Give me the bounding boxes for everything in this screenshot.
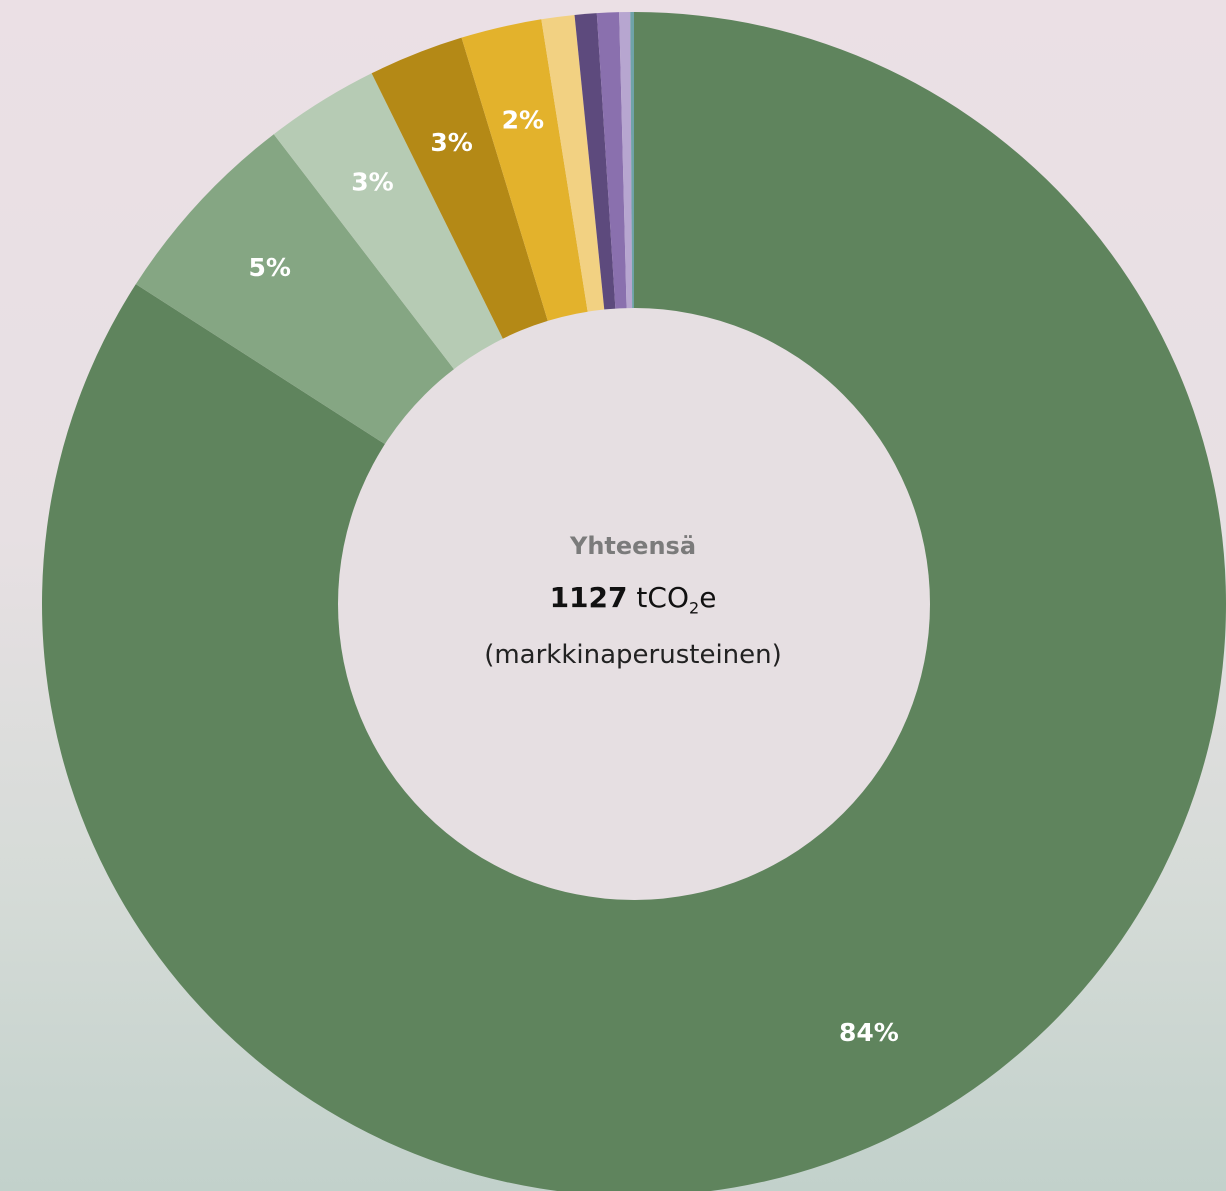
unit-suffix: e xyxy=(699,581,717,614)
total-unit: tCO2e xyxy=(636,581,717,618)
slice-label: 3% xyxy=(351,168,393,197)
donut-hole xyxy=(338,308,930,900)
total-value: 1127 xyxy=(549,581,628,614)
unit-subscript: 2 xyxy=(689,598,700,618)
donut-center: Yhteensä 1127 tCO2e (markkinaperusteinen… xyxy=(433,520,833,675)
slice-label-group: 84% 5% 3% 3% 2% xyxy=(248,106,898,1047)
slice-label: 3% xyxy=(430,128,472,157)
center-total: 1127 tCO2e xyxy=(433,572,833,635)
center-note: (markkinaperusteinen) xyxy=(484,639,782,670)
unit-prefix: tCO xyxy=(636,581,689,614)
slice-label: 2% xyxy=(502,106,544,135)
slice-label: 84% xyxy=(839,1018,899,1047)
center-heading: Yhteensä xyxy=(569,532,697,560)
slice-label: 5% xyxy=(248,253,290,282)
